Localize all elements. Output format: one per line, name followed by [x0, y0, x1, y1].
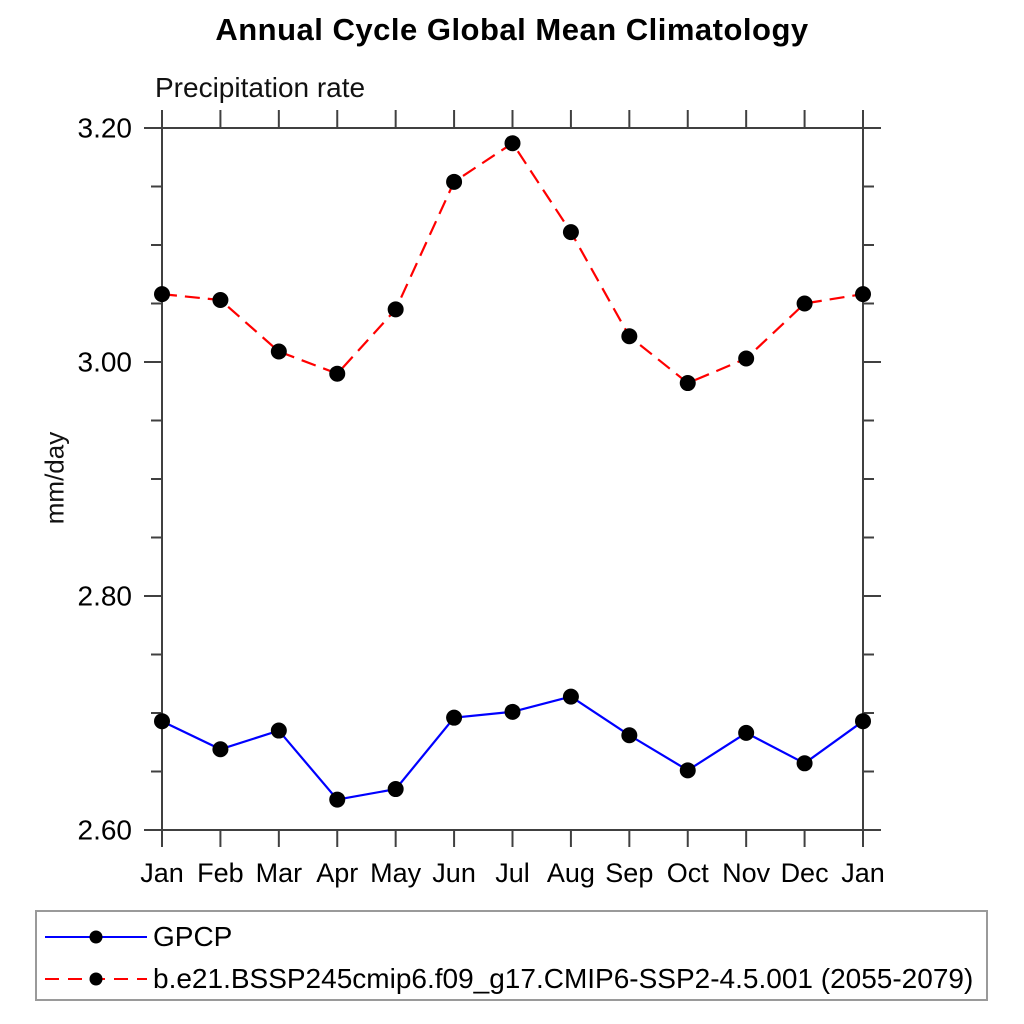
data-point-marker: [679, 762, 696, 779]
x-tick-label: Jun: [432, 858, 476, 888]
legend-line-sample-gpcp: [45, 930, 147, 944]
data-point-marker: [329, 791, 346, 808]
data-point-marker: [270, 722, 287, 739]
x-tick-label: Apr: [316, 858, 358, 888]
data-point-marker: [738, 350, 755, 367]
x-axis-ticks: [161, 110, 864, 847]
data-point-marker: [621, 727, 638, 744]
data-point-marker: [504, 703, 521, 720]
data-point-marker: [154, 713, 170, 730]
legend-item-model: b.e21.BSSP245cmip6.f09_g17.CMIP6-SSP2-4.…: [43, 962, 973, 996]
y-axis-ticks: [144, 127, 881, 831]
data-point-marker: [270, 343, 287, 360]
data-point-marker: [855, 713, 871, 730]
data-point-marker: [504, 135, 521, 152]
y-tick-label: 2.80: [78, 581, 133, 612]
series-gpcp: [154, 688, 871, 808]
chart-title: Annual Cycle Global Mean Climatology: [215, 12, 809, 47]
x-tick-label: Feb: [197, 858, 244, 888]
data-point-marker: [621, 328, 638, 345]
y-tick-label: 3.00: [78, 347, 133, 378]
data-point-marker: [387, 301, 404, 318]
series-model: [154, 135, 871, 392]
axis-header-precipitation-rate: Precipitation rate: [155, 72, 366, 103]
data-point-marker: [738, 724, 755, 741]
x-tick-label: Nov: [722, 858, 771, 888]
legend-line-sample-model: [45, 972, 147, 986]
x-tick-label: Sep: [605, 858, 653, 888]
legend-item-gpcp: GPCP: [43, 920, 232, 954]
data-point-marker: [446, 173, 463, 190]
y-axis-labels: 3.20 3.00 2.80 2.60: [78, 113, 133, 846]
data-point-marker: [562, 224, 579, 241]
y-tick-label: 2.60: [78, 815, 133, 846]
x-tick-label: Aug: [547, 858, 595, 888]
x-tick-label: Dec: [781, 858, 829, 888]
legend-label-model: b.e21.BSSP245cmip6.f09_g17.CMIP6-SSP2-4.…: [153, 963, 974, 994]
data-point-marker: [212, 291, 229, 308]
y-tick-label: 3.20: [78, 113, 133, 144]
x-tick-label: Mar: [256, 858, 303, 888]
data-point-marker: [855, 286, 871, 303]
data-point-marker: [329, 365, 346, 382]
data-point-marker: [796, 755, 813, 772]
data-point-marker: [796, 295, 813, 312]
x-tick-label: May: [370, 858, 422, 888]
x-tick-label: Jan: [841, 858, 885, 888]
x-tick-label: Oct: [667, 858, 710, 888]
data-point-marker: [562, 688, 579, 705]
legend-marker-icon: [89, 972, 103, 986]
model-line: [161, 141, 864, 385]
x-axis-labels: Jan Feb Mar Apr May Jun Jul Aug Sep Oct Nov Dec Jan: [140, 858, 885, 888]
data-point-marker: [154, 286, 170, 303]
x-tick-label: Jul: [495, 858, 530, 888]
data-point-marker: [212, 741, 229, 758]
legend-label-gpcp: GPCP: [153, 921, 233, 952]
legend-marker-icon: [89, 930, 103, 944]
plot-border: [161, 127, 864, 831]
data-point-marker: [679, 375, 696, 392]
x-tick-label: Jan: [140, 858, 184, 888]
legend-box: GPCP b.e21.BSSP245cmip6.f09_g17.CMIP6-SS…: [35, 910, 988, 1001]
data-point-marker: [387, 781, 404, 798]
data-point-marker: [446, 709, 463, 726]
